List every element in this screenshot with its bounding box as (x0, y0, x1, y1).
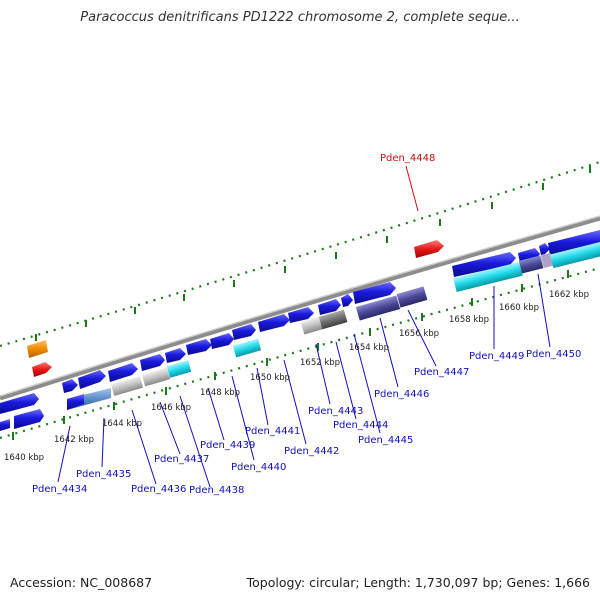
gene-label-pden-4437[interactable]: Pden_4437 (154, 454, 209, 465)
gene-pden-4448[interactable] (414, 240, 444, 258)
gene-labels: Pden_4434 Pden_4435 Pden_4436 Pden_4437 … (32, 153, 581, 496)
kbp-label: 1656 kbp (399, 329, 439, 339)
gene-red-small[interactable] (32, 362, 52, 377)
kbp-label: 1662 kbp (549, 290, 589, 300)
gene-label-pden-4448[interactable]: Pden_4448 (380, 153, 435, 164)
gene-orange-small[interactable] (27, 340, 48, 358)
outer-tick-track (0, 160, 600, 348)
gene-label-pden-4442[interactable]: Pden_4442 (284, 446, 339, 457)
gene-row-forward (0, 230, 600, 414)
gene-label-pden-4449[interactable]: Pden_4449 (469, 351, 524, 362)
inner-major-ticks (12, 270, 569, 440)
gene-label-pden-4440[interactable]: Pden_4440 (231, 462, 286, 473)
kbp-label: 1642 kbp (54, 435, 94, 445)
kbp-label: 1654 kbp (349, 343, 389, 353)
gene-label-pden-4435[interactable]: Pden_4435 (76, 469, 131, 480)
kbp-label: 1660 kbp (499, 303, 539, 313)
gene-label-pden-4436[interactable]: Pden_4436 (131, 484, 186, 495)
inner-tick-track (0, 266, 600, 440)
kbp-label: 1652 kbp (300, 358, 340, 368)
label-leaders (57, 273, 551, 488)
label-leader-pden-4448 (405, 165, 419, 212)
gene-label-pden-4439[interactable]: Pden_4439 (200, 440, 255, 451)
topology-text: Topology: circular; Length: 1,730,097 bp… (246, 575, 590, 590)
gene-row-second (0, 241, 600, 431)
kbp-label: 1644 kbp (102, 419, 142, 429)
gene-label-pden-4444[interactable]: Pden_4444 (333, 420, 388, 431)
kbp-label: 1648 kbp (200, 388, 240, 398)
gene-label-pden-4434[interactable]: Pden_4434 (32, 484, 87, 495)
kbp-axis-labels: 1640 kbp 1642 kbp 1644 kbp 1646 kbp 1648… (4, 290, 589, 463)
gene-label-pden-4447[interactable]: Pden_4447 (414, 367, 469, 378)
kbp-label: 1640 kbp (4, 453, 44, 463)
accession-text: Accession: NC_008687 (10, 575, 153, 590)
gene-label-pden-4446[interactable]: Pden_4446 (374, 389, 429, 400)
kbp-label: 1650 kbp (250, 373, 290, 383)
map-title: Paracoccus denitrificans PD1222 chromoso… (80, 10, 520, 25)
gene-label-pden-4450[interactable]: Pden_4450 (526, 349, 581, 360)
gene-label-pden-4438[interactable]: Pden_4438 (189, 485, 244, 496)
kbp-label: 1646 kbp (151, 403, 191, 413)
gene-label-pden-4443[interactable]: Pden_4443 (308, 406, 363, 417)
genome-backbone (0, 215, 600, 401)
kbp-label: 1658 kbp (449, 315, 489, 325)
outer-major-ticks (35, 166, 591, 341)
gene-label-pden-4441[interactable]: Pden_4441 (245, 426, 300, 437)
gene-label-pden-4445[interactable]: Pden_4445 (358, 435, 413, 446)
